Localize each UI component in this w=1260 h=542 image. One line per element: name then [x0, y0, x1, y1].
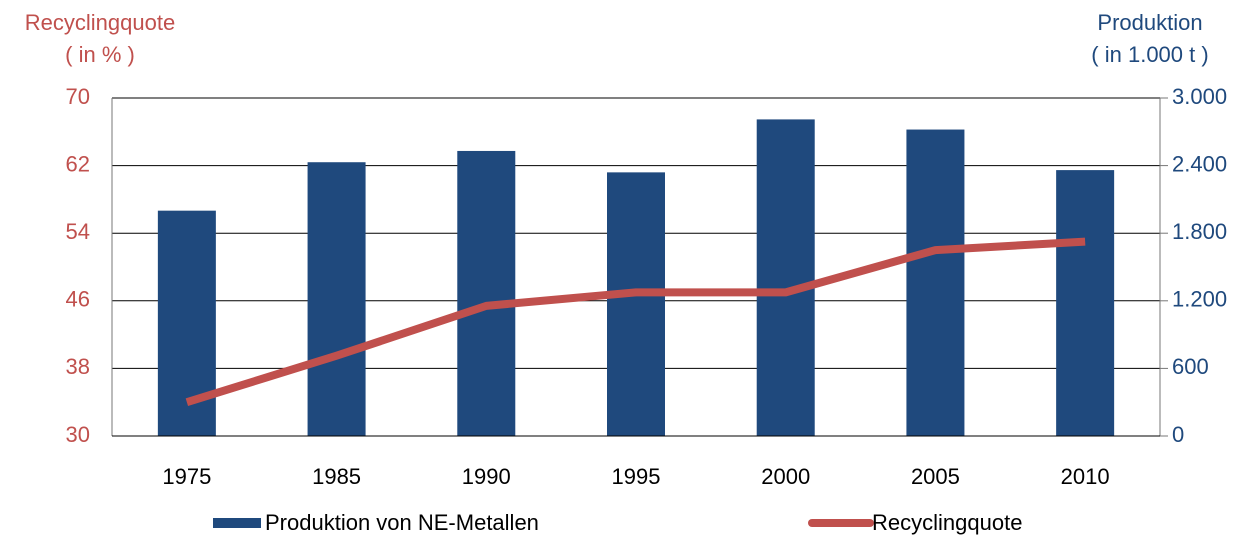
legend-label: Produktion von NE-Metallen [265, 510, 539, 535]
y-axis-title: ( in % ) [65, 42, 135, 67]
x-tick-label: 2005 [911, 464, 960, 489]
bar [457, 150, 516, 436]
y2-tick-label: 3.000 [1172, 84, 1227, 109]
y2-tick-label: 0 [1172, 422, 1184, 447]
bar [607, 172, 665, 437]
x-tick-label: 2010 [1061, 464, 1110, 489]
y2-tick-label: 2.400 [1172, 151, 1227, 176]
y-tick-label: 54 [66, 219, 90, 244]
legend-swatch [213, 518, 261, 528]
bar [1056, 170, 1115, 436]
y2-tick-label: 1.200 [1172, 287, 1227, 312]
y-tick-label: 38 [66, 354, 90, 379]
y-tick-label: 46 [66, 287, 90, 312]
line [185, 237, 1086, 407]
bar [906, 129, 965, 436]
bar [307, 162, 366, 436]
y2-axis-title: ( in 1.000 t ) [1091, 42, 1208, 67]
y-tick-label: 30 [66, 422, 90, 447]
y-tick-label: 70 [66, 84, 90, 109]
x-tick-label: 2000 [761, 464, 810, 489]
legend-label: Recyclingquote [872, 510, 1022, 535]
x-tick-label: 1975 [162, 464, 211, 489]
y2-tick-label: 1.800 [1172, 219, 1227, 244]
bar [756, 119, 815, 436]
x-tick-label: 1985 [312, 464, 361, 489]
y-axis-title: Recyclingquote [25, 10, 175, 35]
x-tick-label: 1990 [462, 464, 511, 489]
x-tick-label: 1995 [612, 464, 661, 489]
y2-axis-title: Produktion [1097, 10, 1202, 35]
y2-tick-label: 600 [1172, 354, 1209, 379]
y-tick-label: 62 [66, 151, 90, 176]
